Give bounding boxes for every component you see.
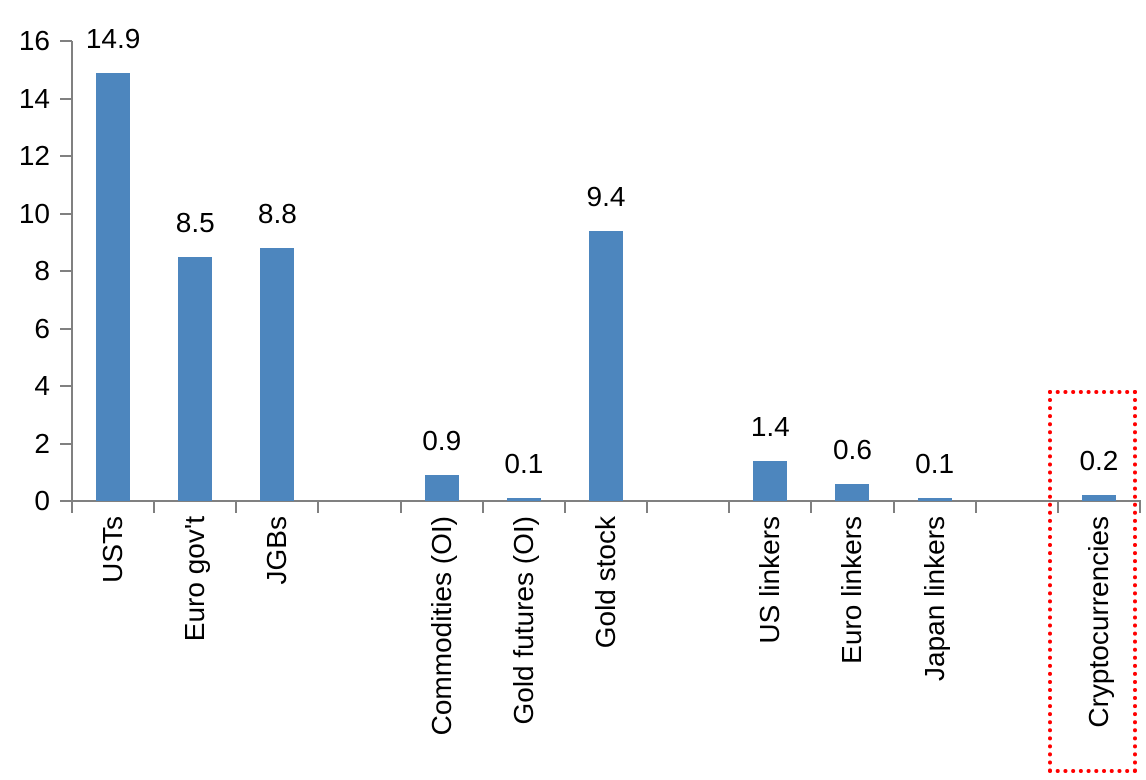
- x-axis-tick: [153, 501, 156, 513]
- y-axis-tick-label: 4: [34, 370, 50, 401]
- bar-value-label: 1.4: [750, 410, 790, 442]
- x-axis-category-label: Commodities (OI): [426, 516, 458, 780]
- y-axis-tick: [60, 327, 72, 330]
- bar-value-label: 8.5: [175, 206, 215, 238]
- bar: [178, 256, 213, 501]
- x-axis-category-label: Gold stock: [590, 516, 622, 780]
- y-axis-tick: [60, 40, 72, 42]
- bar: [506, 498, 541, 501]
- y-axis-tick: [60, 212, 72, 215]
- x-axis-category-label-text: US linkers: [754, 516, 786, 644]
- bar: [424, 475, 459, 501]
- bar-value-label: 0.1: [915, 448, 955, 480]
- x-axis-tick: [810, 501, 813, 513]
- x-axis-tick: [1056, 501, 1059, 513]
- y-axis-tick-label: 6: [34, 312, 50, 344]
- bar: [1081, 495, 1116, 501]
- bar-value-label: 0.9: [422, 425, 462, 457]
- y-axis-tick-label: 2: [34, 427, 50, 459]
- y-axis-tick: [60, 442, 72, 445]
- x-axis-category-label: Japan linkers: [919, 516, 951, 780]
- x-axis-category-label-text: Commodities (OI): [425, 516, 457, 736]
- x-axis-tick: [974, 501, 977, 513]
- y-axis-tick-label: 16: [18, 25, 50, 56]
- y-axis-tick-label: 8: [34, 255, 50, 286]
- x-axis-category-label: USTs: [97, 516, 129, 780]
- bar-value-label: 9.4: [586, 180, 626, 212]
- bar: [589, 230, 623, 501]
- bar: [753, 460, 788, 501]
- x-axis-category-label: JGBs: [261, 516, 293, 780]
- x-axis-category-label-text: Japan linkers: [918, 516, 950, 681]
- x-axis-tick: [892, 501, 895, 513]
- x-axis-tick: [1139, 501, 1141, 513]
- x-axis-tick: [317, 501, 320, 513]
- x-axis-category-label: Gold futures (OI): [508, 516, 540, 780]
- y-axis-tick-label: 12: [18, 140, 50, 171]
- bar-value-label: 8.8: [257, 198, 297, 229]
- highlight-box: [1047, 390, 1137, 773]
- x-axis-category-label-text: USTs: [97, 516, 129, 583]
- bar: [260, 248, 295, 501]
- x-axis-tick: [71, 501, 73, 513]
- x-axis-category-label-text: Euro gov't: [179, 516, 211, 642]
- y-axis-line: [71, 41, 73, 502]
- bar-value-label: 0.2: [1079, 445, 1119, 477]
- x-axis-tick: [235, 501, 238, 513]
- y-axis-tick: [60, 500, 72, 502]
- x-axis-category-label-text: Gold stock: [590, 516, 621, 649]
- x-axis-category-label-text: Euro linkers: [836, 516, 868, 664]
- x-axis-tick: [646, 501, 649, 513]
- x-axis-tick: [728, 501, 731, 513]
- bar: [96, 72, 131, 501]
- y-axis-tick: [60, 97, 72, 100]
- y-axis-tick: [60, 155, 72, 157]
- y-axis-tick: [60, 385, 72, 387]
- x-axis-category-label-text: JGBs: [261, 516, 293, 585]
- x-axis-category-label-text: Gold futures (OI): [507, 516, 539, 725]
- bar: [835, 483, 870, 501]
- x-axis-tick: [563, 501, 566, 513]
- y-axis-tick-label: 0: [34, 485, 50, 516]
- x-axis-category-label: Euro linkers: [836, 516, 868, 780]
- bar-value-label: 14.9: [85, 22, 141, 54]
- x-axis-category-label: US linkers: [754, 516, 786, 780]
- x-axis-category-label: Euro gov't: [179, 516, 211, 780]
- x-axis-tick: [481, 501, 484, 513]
- y-axis-tick: [60, 270, 72, 272]
- x-axis-line: [71, 500, 1141, 502]
- y-axis-tick-label: 10: [18, 197, 50, 229]
- y-axis-tick-label: 14: [18, 82, 50, 114]
- bar-value-label: 0.6: [832, 433, 872, 465]
- x-axis-tick: [399, 501, 402, 513]
- bar: [917, 498, 952, 501]
- bar-value-label: 0.1: [504, 448, 544, 480]
